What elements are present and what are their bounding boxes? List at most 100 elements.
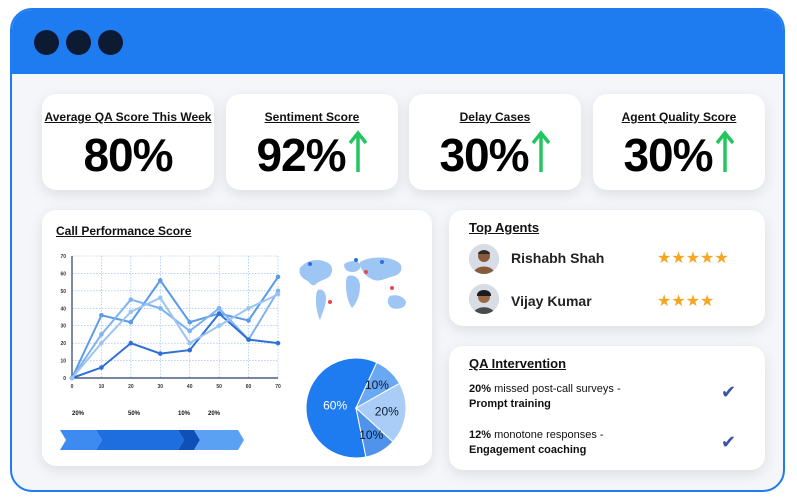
data-point bbox=[275, 340, 281, 346]
qa-item: 12% monotone responses - Engagement coac… bbox=[469, 428, 604, 458]
data-point bbox=[99, 332, 104, 337]
segment-label: 10% bbox=[178, 411, 191, 417]
y-tick-label: 50 bbox=[60, 289, 66, 295]
data-point bbox=[246, 318, 251, 323]
x-tick-label: 0 bbox=[71, 384, 74, 390]
stat-label: Sentiment Score bbox=[264, 110, 360, 124]
x-tick-label: 10 bbox=[99, 384, 105, 390]
data-point bbox=[69, 375, 75, 381]
agent-name[interactable]: Rishabh Shah bbox=[511, 250, 605, 266]
data-point bbox=[187, 347, 193, 353]
stat-card-delay: Delay Cases 30% bbox=[409, 94, 581, 190]
pie-slice-label: 60% bbox=[323, 399, 347, 413]
star-rating: ★★★★ bbox=[657, 293, 715, 310]
pie-slice-label: 10% bbox=[359, 428, 383, 442]
data-point bbox=[157, 305, 163, 311]
qa-percent: 12% bbox=[469, 429, 492, 441]
qa-intervention-card: QA Intervention 20% missed post-call sur… bbox=[449, 346, 765, 470]
x-tick-label: 70 bbox=[275, 384, 281, 390]
data-point bbox=[157, 278, 163, 283]
x-tick-label: 50 bbox=[216, 384, 222, 390]
stat-value: 30% bbox=[409, 128, 581, 182]
world-map-icon bbox=[299, 257, 406, 320]
stat-value: 92% bbox=[226, 128, 398, 182]
data-point bbox=[157, 295, 163, 301]
window-dot-2[interactable] bbox=[66, 30, 91, 55]
x-tick-label: 40 bbox=[187, 384, 193, 390]
stat-value: 30% bbox=[593, 128, 765, 182]
y-tick-label: 20 bbox=[60, 341, 66, 347]
stat-label: Average QA Score This Week bbox=[44, 110, 212, 124]
x-tick-label: 60 bbox=[246, 384, 252, 390]
data-point bbox=[99, 340, 104, 346]
data-point bbox=[128, 319, 134, 325]
line-chart: 0 10 20 30 40 50 60 70 0 10 20 30 40 50 60 70 bbox=[60, 254, 281, 390]
data-point bbox=[275, 288, 281, 294]
qa-item: 20% missed post-call surveys - Prompt tr… bbox=[469, 382, 621, 412]
data-point bbox=[157, 351, 163, 356]
window-dot-3[interactable] bbox=[98, 30, 123, 55]
stat-card-agent-quality: Agent Quality Score 30% bbox=[593, 94, 765, 190]
dashboard-window: Average QA Score This Week 80% Sentiment… bbox=[10, 8, 785, 492]
pie-slice-label: 20% bbox=[375, 405, 399, 419]
star-rating: ★★★★★ bbox=[657, 250, 729, 267]
data-point bbox=[246, 337, 251, 342]
qa-description: monotone responses - bbox=[491, 429, 604, 441]
data-point bbox=[187, 340, 193, 346]
segment-1 bbox=[60, 430, 102, 450]
check-icon[interactable]: ✔ bbox=[721, 432, 737, 452]
stat-value: 80% bbox=[83, 129, 173, 181]
series-line-1 bbox=[71, 276, 279, 379]
stat-card-avg-qa: Average QA Score This Week 80% bbox=[42, 94, 214, 190]
data-point bbox=[275, 274, 281, 280]
x-tick-label: 30 bbox=[158, 384, 164, 390]
data-point bbox=[216, 323, 222, 329]
top-agents-title: Top Agents bbox=[469, 220, 540, 235]
series-line-3 bbox=[71, 312, 279, 379]
stat-card-sentiment: Sentiment Score 92% bbox=[226, 94, 398, 190]
qa-action: Engagement coaching bbox=[469, 444, 587, 456]
pie-slice bbox=[305, 357, 378, 459]
data-point bbox=[99, 365, 104, 370]
pie-chart: 60% 10% 20% 10% bbox=[305, 357, 407, 459]
y-tick-label: 70 bbox=[60, 254, 66, 260]
segment-label: 20% bbox=[72, 411, 85, 417]
data-point bbox=[275, 292, 281, 297]
data-point bbox=[216, 305, 222, 311]
arrow-up-icon bbox=[348, 130, 367, 172]
call-performance-title: Call Performance Score bbox=[56, 224, 192, 238]
stat-label: Agent Quality Score bbox=[621, 110, 737, 124]
avatar bbox=[469, 284, 499, 314]
call-performance-card: Call Performance Score 0 10 20 30 40 50 60 70 0 1… bbox=[42, 210, 432, 466]
arrow-up-icon bbox=[715, 130, 734, 172]
pie-slice bbox=[355, 382, 407, 443]
agent-name[interactable]: Vijay Kumar bbox=[511, 293, 592, 309]
segment-bar: 20% 50% 10% 20% bbox=[60, 411, 244, 450]
qa-action: Prompt training bbox=[469, 398, 551, 410]
window-dot-1[interactable] bbox=[34, 30, 59, 55]
user-avatar-icon bbox=[469, 284, 499, 314]
segment-label: 20% bbox=[208, 411, 221, 417]
stat-label: Delay Cases bbox=[459, 110, 531, 124]
segment-label: 50% bbox=[128, 411, 141, 417]
qa-intervention-title: QA Intervention bbox=[469, 356, 567, 371]
segment-3 bbox=[178, 430, 200, 450]
data-point bbox=[187, 328, 193, 334]
pie-slice-label: 10% bbox=[365, 378, 389, 392]
segment-4 bbox=[194, 430, 244, 450]
top-agents-card: Top Agents Rishabh Shah ★★★★★ Vijay Kuma… bbox=[449, 210, 765, 326]
y-tick-label: 0 bbox=[63, 376, 66, 382]
x-tick-label: 20 bbox=[128, 384, 134, 390]
avatar bbox=[469, 244, 499, 274]
user-avatar-icon bbox=[469, 244, 499, 274]
check-icon[interactable]: ✔ bbox=[721, 382, 737, 402]
data-point bbox=[187, 319, 193, 325]
arrow-up-icon bbox=[531, 130, 550, 172]
series-line-4 bbox=[71, 293, 279, 379]
data-point bbox=[128, 309, 134, 315]
y-tick-label: 40 bbox=[60, 306, 66, 312]
data-point bbox=[216, 311, 222, 316]
y-tick-label: 30 bbox=[60, 324, 66, 330]
title-bar bbox=[12, 10, 783, 74]
qa-percent: 20% bbox=[469, 383, 492, 395]
